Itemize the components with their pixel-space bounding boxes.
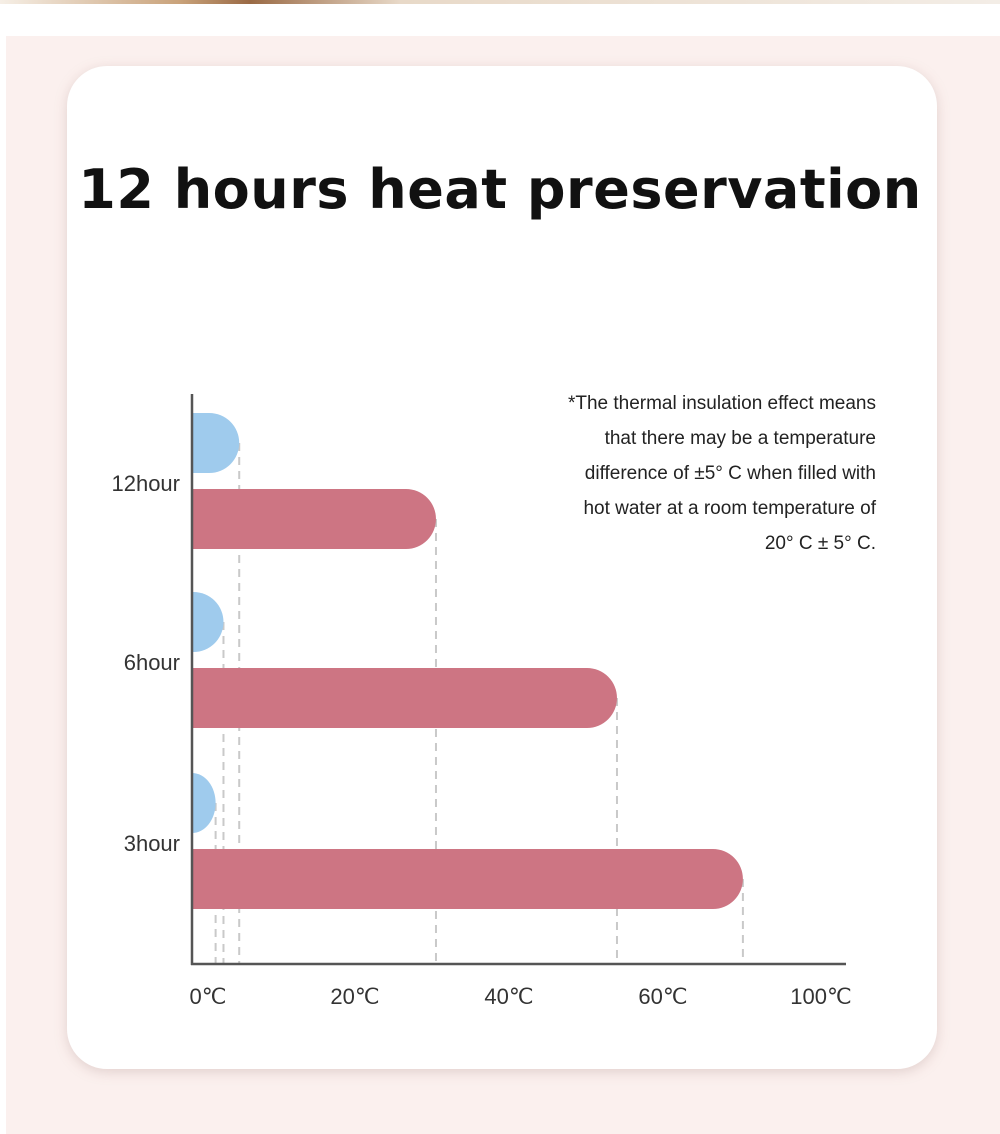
page-title: 12 hours heat preservation	[78, 158, 922, 221]
note-line-2: that there may be a temperature	[604, 428, 876, 449]
x-tick-label: 0℃	[190, 984, 227, 1009]
note-line-3: difference of ±5° C when filled with	[584, 463, 876, 484]
top-decor-strip	[0, 0, 1000, 4]
x-tick-label: 60℃	[638, 984, 687, 1009]
note-line-1: *The thermal insulation effect means	[567, 393, 876, 414]
note-line-4: hot water at a room temperature of	[583, 498, 876, 519]
x-tick-label: 40℃	[484, 984, 533, 1009]
bar-blue-6hour	[192, 592, 224, 652]
bar-blue-3hour	[192, 773, 216, 833]
thermal-note: *The thermal insulation effect means tha…	[456, 386, 876, 561]
x-tick-label: 100℃	[790, 984, 851, 1009]
note-line-5: 20° C ± 5° C.	[764, 533, 876, 554]
x-tick-label: 20℃	[330, 984, 379, 1009]
category-label-6hour: 6hour	[124, 650, 180, 675]
bar-blue-12hour	[192, 413, 240, 473]
category-label-12hour: 12hour	[111, 471, 180, 496]
bar-red-12hour	[192, 489, 436, 549]
bar-red-6hour	[192, 668, 617, 728]
category-label-3hour: 3hour	[124, 831, 180, 856]
bar-red-3hour	[192, 849, 743, 909]
